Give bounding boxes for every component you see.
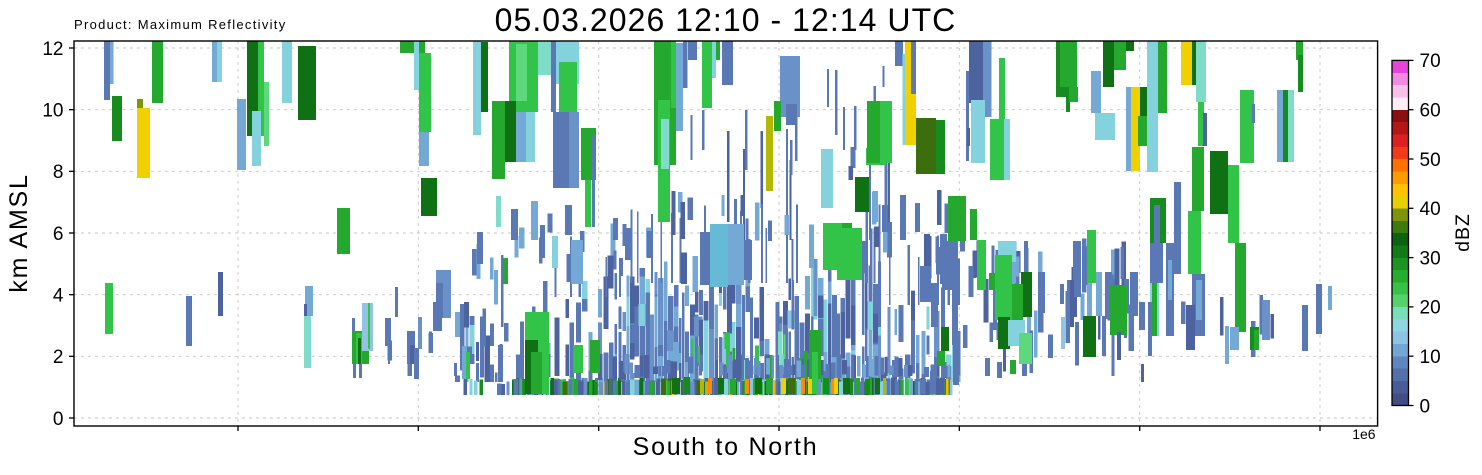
svg-text:10: 10 — [1420, 347, 1441, 368]
svg-text:30: 30 — [1420, 248, 1441, 269]
svg-text:1e6: 1e6 — [1352, 426, 1376, 442]
svg-text:60: 60 — [1420, 101, 1441, 122]
svg-text:South to North: South to North — [633, 433, 819, 461]
svg-text:40: 40 — [1420, 199, 1441, 220]
svg-text:12: 12 — [42, 39, 63, 60]
svg-text:0: 0 — [53, 409, 64, 430]
svg-text:4: 4 — [53, 285, 64, 306]
svg-text:05.03.2026 12:10 - 12:14 UTC: 05.03.2026 12:10 - 12:14 UTC — [495, 2, 957, 38]
svg-text:km AMSL: km AMSL — [5, 173, 33, 292]
svg-text:50: 50 — [1420, 150, 1441, 171]
svg-text:10: 10 — [42, 100, 63, 121]
svg-text:20: 20 — [1420, 298, 1441, 319]
svg-text:2: 2 — [53, 347, 64, 368]
svg-text:0: 0 — [1420, 396, 1431, 417]
svg-text:dBZ: dBZ — [1452, 213, 1474, 252]
svg-text:6: 6 — [53, 224, 64, 245]
svg-text:70: 70 — [1420, 51, 1441, 72]
svg-text:Product: Maximum Reflectivity: Product: Maximum Reflectivity — [74, 17, 287, 32]
svg-text:8: 8 — [53, 162, 64, 183]
